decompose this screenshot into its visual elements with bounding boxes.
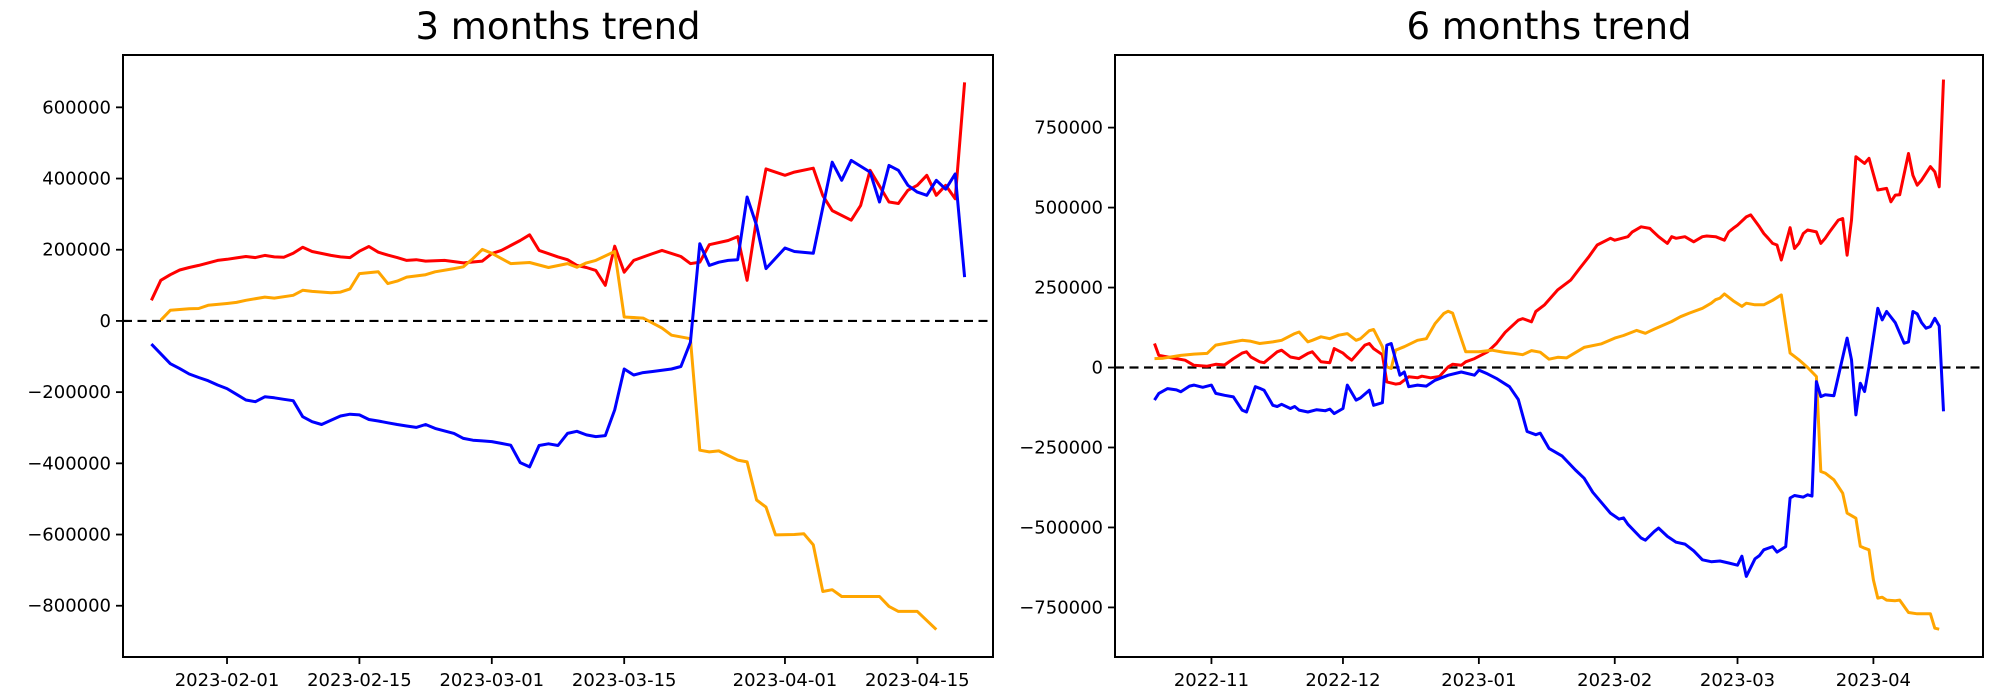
- y-tick-label: 600000: [42, 97, 111, 118]
- y-tick-label: 200000: [42, 240, 111, 261]
- x-tick-label: 2023-04-01: [733, 670, 838, 691]
- y-tick-label: 500000: [1034, 198, 1103, 219]
- x-tick-label: 2023-03-01: [439, 670, 544, 691]
- y-tick-label: −250000: [1019, 437, 1103, 458]
- series-line-blue: [1153, 306, 1945, 578]
- chart-title-3-months: 3 months trend: [415, 5, 700, 48]
- x-tick-label: 2023-02: [1577, 670, 1652, 691]
- series-line-red: [150, 82, 967, 301]
- three-months-trend-chart: 600000 400000 200000 0 −200000 −400000 −600000…: [27, 5, 994, 691]
- y-tick-label: 750000: [1034, 118, 1103, 139]
- x-tick-label: 2023-03: [1700, 670, 1775, 691]
- y-tick-label: −200000: [27, 382, 111, 403]
- series-line-blue: [150, 158, 967, 469]
- x-tick-label: 2023-02-15: [307, 670, 412, 691]
- chart-title-6-months: 6 months trend: [1406, 5, 1691, 48]
- series-line-orange: [159, 247, 938, 631]
- y-tick-label: 250000: [1034, 277, 1103, 298]
- y-tick-label: −400000: [27, 453, 111, 474]
- x-tick-label: 2023-02-01: [175, 670, 280, 691]
- plot-area-6-months: 750000 500000 250000 0 −250000 −500000 −750000…: [1019, 54, 1984, 691]
- six-months-trend-chart: 750000 500000 250000 0 −250000 −500000 −750000…: [1019, 5, 1984, 691]
- y-tick-label: 400000: [42, 168, 111, 189]
- y-tick-label: 0: [1092, 357, 1103, 378]
- y-tick-label: −750000: [1019, 597, 1103, 618]
- y-tick-label: −600000: [27, 524, 111, 545]
- y-tick-label: −500000: [1019, 517, 1103, 538]
- series-line-orange: [1154, 292, 1940, 631]
- y-tick-label: −800000: [27, 596, 111, 617]
- x-tick-label: 2023-04: [1836, 670, 1911, 691]
- axes-frame: [1114, 54, 1984, 658]
- x-tick-label: 2022-12: [1305, 670, 1380, 691]
- x-tick-label: 2023-01: [1441, 670, 1516, 691]
- x-tick-label: 2023-03-15: [572, 670, 677, 691]
- x-tick-label: 2022-11: [1174, 670, 1249, 691]
- plot-area-3-months: 600000 400000 200000 0 −200000 −400000 −600000…: [27, 54, 994, 691]
- series-line-red: [1153, 79, 1945, 386]
- x-tick-label: 2023-04-15: [865, 670, 970, 691]
- axes-frame: [122, 54, 994, 658]
- y-tick-label: 0: [100, 311, 111, 332]
